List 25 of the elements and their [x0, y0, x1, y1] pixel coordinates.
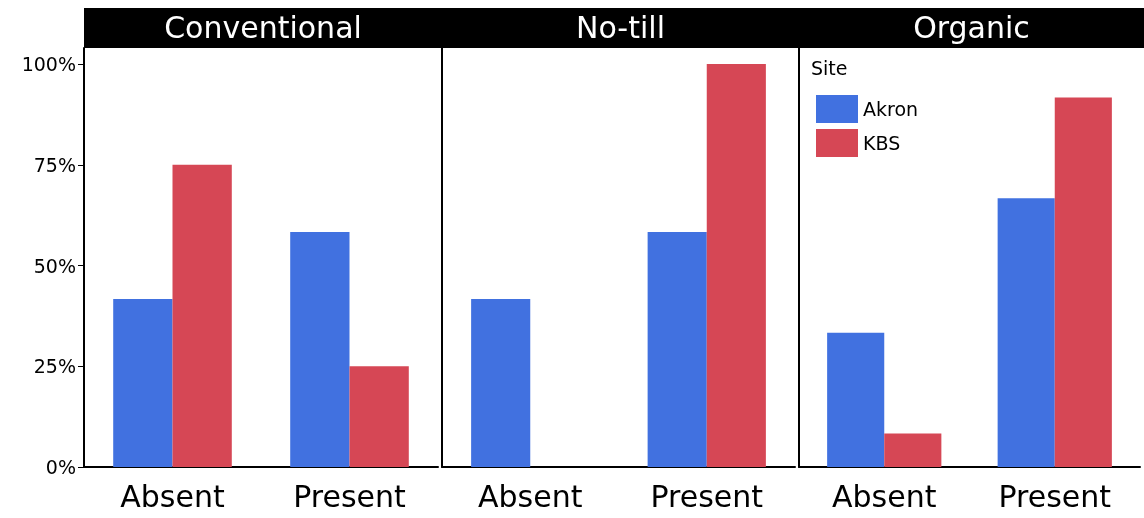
bar — [113, 299, 173, 467]
bar — [827, 332, 885, 467]
x-tick-label: Present — [650, 478, 764, 514]
y-tick-label: 25% — [33, 355, 76, 378]
x-tick-label: Present — [998, 478, 1112, 514]
legend-label: Akron — [863, 98, 919, 120]
chart-title: Organic — [799, 8, 1144, 48]
bar — [1054, 97, 1112, 467]
x-tick-label: Absent — [120, 478, 225, 514]
y-tick-label: 100% — [21, 53, 76, 76]
legend-title: Site — [811, 56, 848, 79]
bar — [290, 232, 350, 467]
legend-label: KBS — [863, 132, 901, 154]
bar — [997, 198, 1055, 467]
bar — [884, 433, 942, 467]
y-tick-label: 0% — [45, 456, 76, 478]
bar — [349, 366, 409, 467]
y-tick-label: 75% — [33, 153, 76, 176]
y-tick-label: 50% — [33, 254, 76, 277]
chart-title: Conventional — [84, 8, 442, 48]
x-tick-label: Absent — [478, 478, 583, 514]
x-tick-label: Absent — [832, 478, 937, 514]
bar — [172, 164, 232, 467]
x-tick-label: Present — [293, 478, 407, 514]
chart-title: No-till — [442, 8, 799, 48]
